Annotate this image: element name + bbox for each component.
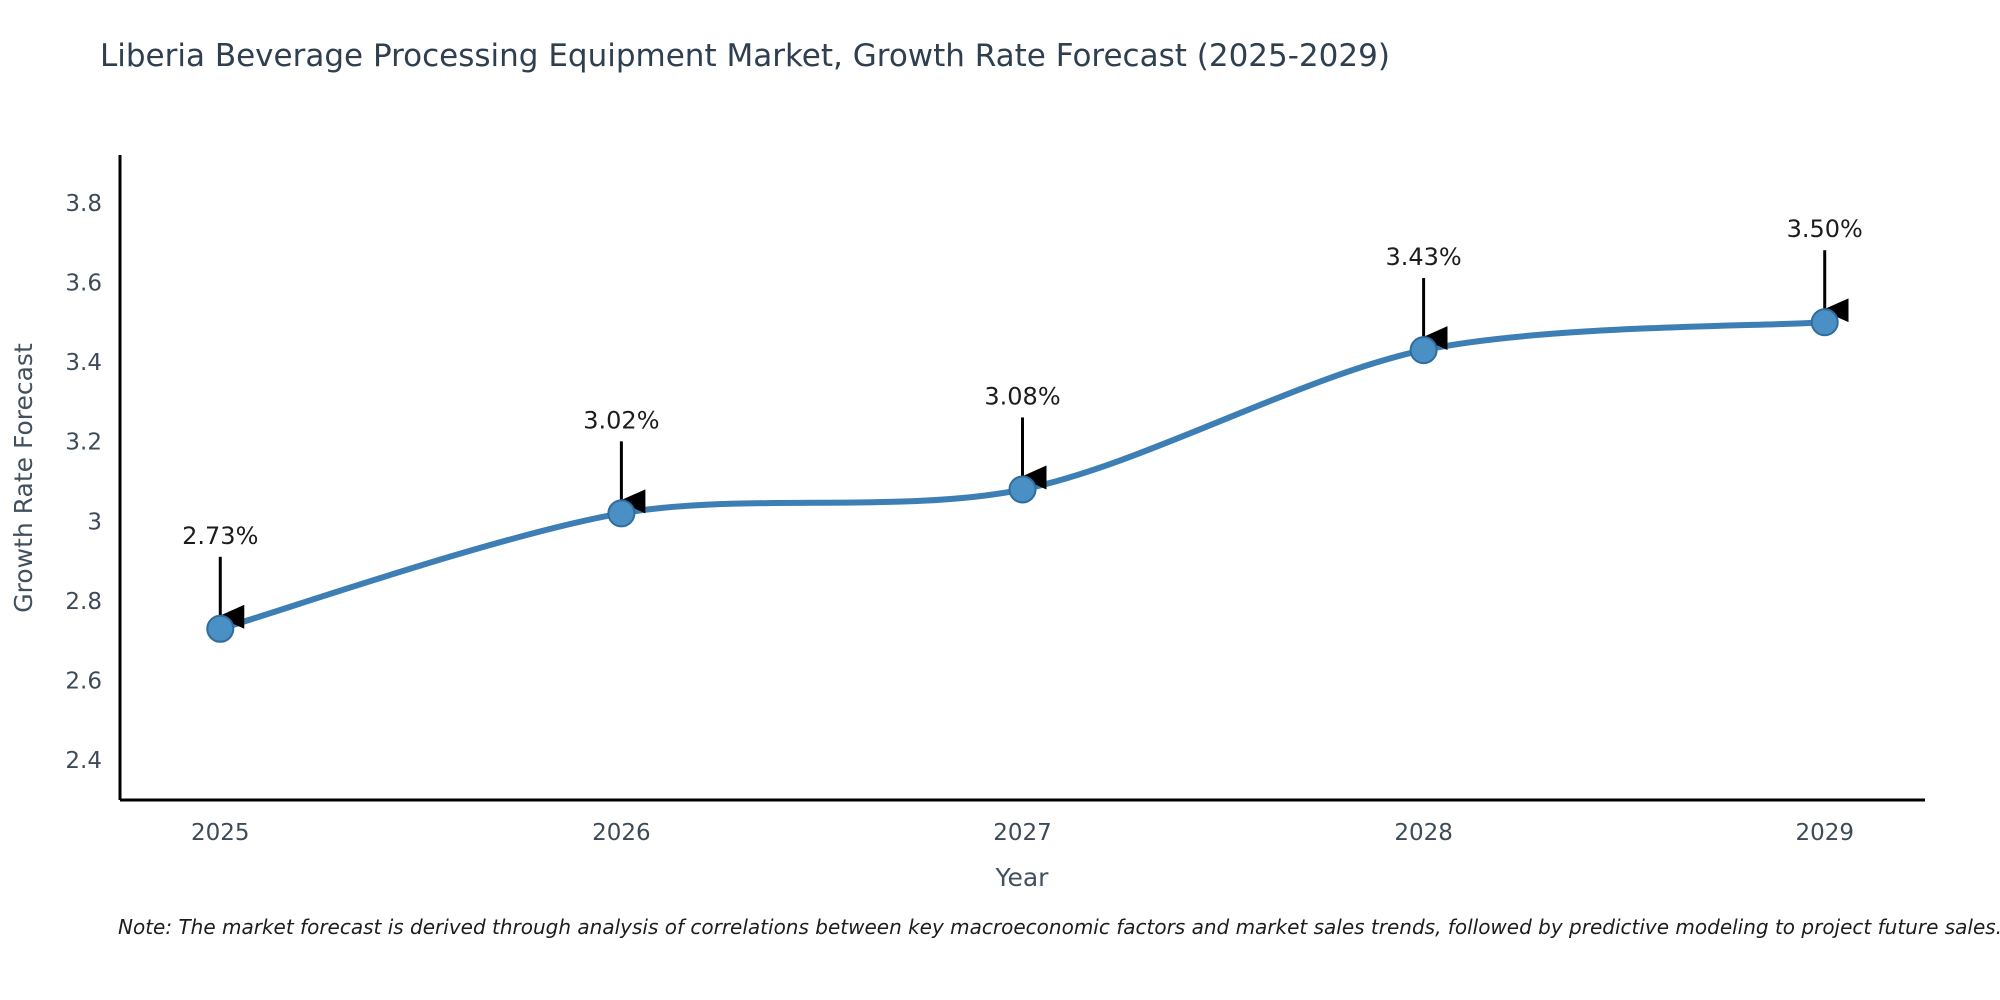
y-tick-label: 3.8 bbox=[65, 191, 102, 217]
x-tick-label: 2026 bbox=[592, 820, 651, 846]
data-point-marker[interactable] bbox=[1810, 308, 1839, 337]
data-point-marker[interactable] bbox=[206, 614, 235, 643]
chart-title: Liberia Beverage Processing Equipment Ma… bbox=[100, 38, 1390, 74]
data-point-label: 2.73% bbox=[182, 522, 258, 550]
y-tick-label: 2.4 bbox=[65, 748, 102, 774]
data-point-markers bbox=[206, 308, 1839, 643]
data-point-marker[interactable] bbox=[607, 499, 636, 528]
data-point-labels: 2.73% 3.02% 3.08% 3.43% 3.50% bbox=[182, 215, 1863, 550]
data-point-label: 3.43% bbox=[1385, 243, 1461, 271]
y-tick-label: 3.6 bbox=[65, 270, 102, 296]
data-point-marker[interactable] bbox=[1008, 475, 1037, 504]
x-axis-ticks: 2025 2026 2027 2028 2029 bbox=[191, 820, 1854, 846]
x-axis-title: Year bbox=[995, 863, 1050, 892]
x-tick-label: 2029 bbox=[1795, 820, 1854, 846]
data-point-marker[interactable] bbox=[1409, 336, 1438, 365]
data-point-label: 3.02% bbox=[583, 406, 659, 434]
y-axis-ticks: 3.8 3.6 3.4 3.2 3 2.8 2.6 2.4 bbox=[65, 191, 102, 774]
data-point-label: 3.50% bbox=[1787, 215, 1863, 243]
x-tick-label: 2028 bbox=[1394, 820, 1453, 846]
data-point-label: 3.08% bbox=[984, 382, 1060, 410]
x-tick-label: 2025 bbox=[191, 820, 250, 846]
y-tick-label: 2.8 bbox=[65, 589, 102, 615]
y-tick-label: 3.4 bbox=[65, 350, 102, 376]
data-point-annotations bbox=[217, 250, 1849, 629]
x-tick-label: 2027 bbox=[993, 820, 1052, 846]
y-tick-label: 3.2 bbox=[65, 430, 102, 456]
y-axis-title: Growth Rate Forecast bbox=[9, 343, 38, 613]
chart-note: Note: The market forecast is derived thr… bbox=[118, 915, 2000, 939]
y-tick-label: 2.6 bbox=[65, 669, 102, 695]
y-tick-label: 3 bbox=[87, 509, 102, 535]
